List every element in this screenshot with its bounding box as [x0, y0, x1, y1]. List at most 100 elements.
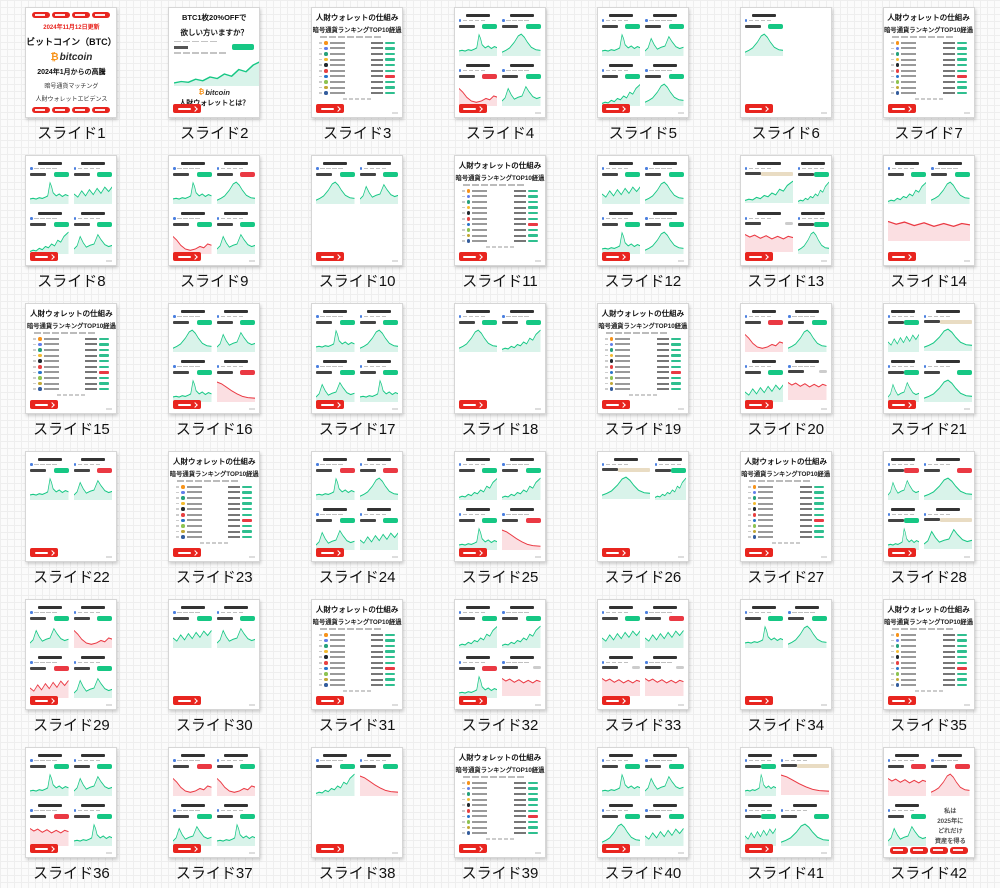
- slide-thumbnail[interactable]: [168, 747, 261, 858]
- coin-name-bar: [186, 491, 202, 494]
- slide-thumbnail[interactable]: 2024年11月12日更新 ビットコイン（BTC） ₿ bitcoin 2024年1月か…: [25, 7, 118, 118]
- panel-tabs: [502, 611, 541, 614]
- slide-thumbnail[interactable]: 人財ウォレットの仕組み 暗号通貨ランキングTOP10経過: [882, 599, 975, 710]
- table-row: [319, 632, 396, 638]
- tab-bar: [766, 611, 772, 613]
- slide-thumbnail[interactable]: [453, 599, 546, 710]
- cta-pill-button: [52, 12, 71, 18]
- price-bar: [85, 388, 98, 391]
- coin-name-bar: [43, 371, 59, 374]
- slide-thumbnail[interactable]: [453, 451, 546, 562]
- slide-thumbnail[interactable]: [25, 747, 118, 858]
- slide-thumbnail[interactable]: 人財ウォレットの仕組み 暗号通貨ランキングTOP10経過: [739, 451, 832, 562]
- tab-bar: [46, 463, 51, 465]
- page-bar: [926, 97, 931, 100]
- slide-thumbnail[interactable]: [596, 451, 689, 562]
- change-badge-up: [668, 73, 684, 79]
- slide-thumbnail[interactable]: [739, 747, 832, 858]
- chart-panel-grid: [744, 753, 829, 848]
- pct-change-bar: [813, 530, 824, 533]
- price-text-bar: [788, 320, 805, 324]
- slide-thumbnail[interactable]: [596, 747, 689, 858]
- slide-thumbnail[interactable]: [596, 7, 689, 118]
- slide-thumbnail[interactable]: [25, 451, 118, 562]
- filter-bar: [338, 628, 346, 630]
- slide-thumbnail[interactable]: [882, 303, 975, 414]
- slide-thumbnail[interactable]: [739, 7, 832, 118]
- table-row: [319, 46, 396, 52]
- panel-title-bar: [224, 212, 249, 215]
- panel-tabs: [30, 661, 69, 664]
- change-badge-up: [339, 369, 355, 375]
- table-row: [461, 188, 538, 194]
- slide-thumbnail[interactable]: [25, 599, 118, 710]
- slide-thumbnail[interactable]: 私は 2025年に どれだけ 資産を得る: [882, 747, 975, 858]
- panel-tabs: [601, 19, 641, 22]
- slide-thumbnail[interactable]: [739, 599, 832, 710]
- filter-bar: [909, 36, 917, 38]
- cta-pill-button: [909, 847, 928, 854]
- slide-thumbnail[interactable]: 人財ウォレットの仕組み 暗号通貨ランキングTOP10経過: [596, 303, 689, 414]
- slide-thumbnail[interactable]: [596, 599, 689, 710]
- slide-thumbnail[interactable]: [882, 155, 975, 266]
- slide-thumbnail[interactable]: [739, 303, 832, 414]
- slide-thumbnail[interactable]: 人財ウォレットの仕組み 暗号通貨ランキングTOP10経過: [882, 7, 975, 118]
- slide-thumbnail[interactable]: [168, 599, 261, 710]
- slide-thumbnail[interactable]: [168, 303, 261, 414]
- chart-panel: [73, 753, 113, 798]
- slide-thumbnail[interactable]: [311, 451, 404, 562]
- slide-label: スライド4: [465, 125, 535, 142]
- slide-thumbnail[interactable]: [168, 155, 261, 266]
- tab-bar: [605, 463, 611, 465]
- slide-thumbnail[interactable]: BTC1枚20%OFFで 欲しい方いますか？ ₿ bitcoin 人財ウォレットとは？: [168, 7, 261, 118]
- tab-bar: [891, 513, 897, 515]
- coin-name-bar: [472, 234, 488, 237]
- slide-cell: 人財ウォレットの仕組み 暗号通貨ランキングTOP10経過 スライド7: [857, 0, 1000, 148]
- slide-label: スライド41: [747, 865, 825, 882]
- rank-bar: [747, 491, 751, 494]
- panel-tabs: [216, 217, 256, 220]
- panel-title-bar: [509, 14, 534, 17]
- slide-thumbnail[interactable]: 人財ウォレットの仕組み 暗号通貨ランキングTOP10経過: [168, 451, 261, 562]
- change-badge-up: [625, 615, 641, 621]
- slide-thumbnail[interactable]: 人財ウォレットの仕組み 暗号通貨ランキングTOP10経過: [453, 747, 546, 858]
- price-bar: [656, 371, 669, 374]
- slide-thumbnail[interactable]: 人財ウォレットの仕組み 暗号通貨ランキングTOP10経過: [311, 7, 404, 118]
- coin-icon: [324, 655, 328, 659]
- slide-thumbnail[interactable]: 人財ウォレットの仕組み 暗号通貨ランキングTOP10経過: [311, 599, 404, 710]
- tab-bar: [941, 759, 946, 761]
- change-badge-up: [339, 517, 355, 523]
- coin-icon: [895, 672, 900, 676]
- panel-title-bar: [81, 754, 106, 757]
- slide-thumbnail[interactable]: [453, 7, 546, 118]
- slide-thumbnail[interactable]: [882, 451, 975, 562]
- price-text-bar: [887, 814, 904, 818]
- chart-panel: [887, 457, 919, 502]
- slide-thumbnail[interactable]: 人財ウォレットの仕組み 暗号通貨ランキングTOP10経過: [25, 303, 118, 414]
- cta-arrow-icon: [334, 697, 341, 704]
- panel-tabs: [316, 513, 355, 516]
- coin-name-bar: [329, 58, 345, 61]
- table-row: [890, 632, 967, 638]
- slide-thumbnail[interactable]: [25, 155, 118, 266]
- ranking-filter-row: [34, 332, 108, 334]
- coin-icon: [324, 57, 328, 62]
- slide-thumbnail[interactable]: 人財ウォレットの仕組み 暗号通貨ランキングTOP10経過: [453, 155, 546, 266]
- slide-thumbnail[interactable]: [311, 155, 404, 266]
- chart-panel: [645, 13, 684, 58]
- tab-bar: [77, 463, 83, 465]
- slide-label: スライド19: [604, 421, 682, 438]
- slide-thumbnail[interactable]: [596, 155, 689, 266]
- panel-title-bar: [792, 754, 817, 757]
- slide-thumbnail[interactable]: [311, 747, 404, 858]
- change-badge-up: [196, 171, 212, 177]
- slide-thumbnail[interactable]: [311, 303, 404, 414]
- slide-label: スライド37: [175, 865, 253, 882]
- slide-thumbnail[interactable]: [453, 303, 546, 414]
- tab-bar: [238, 217, 244, 219]
- legend-dot-icon: [30, 611, 33, 614]
- price-bar: [228, 502, 241, 505]
- slide-thumbnail[interactable]: [739, 155, 832, 266]
- panel-price-row: [788, 369, 827, 373]
- cta-pill-button: [72, 12, 91, 18]
